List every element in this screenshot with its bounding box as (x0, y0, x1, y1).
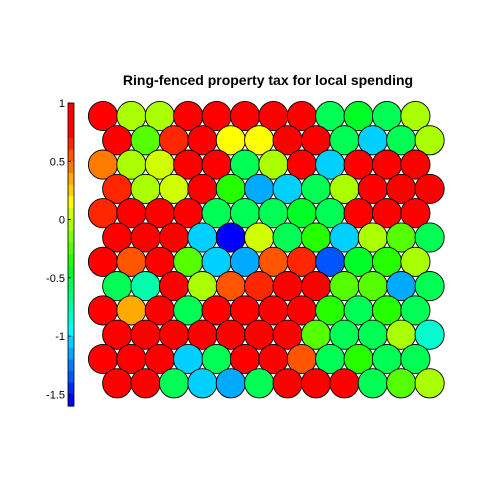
som-cell (386, 368, 417, 399)
som-cell (300, 368, 332, 399)
som-cell (414, 319, 445, 350)
colorbar-segment (68, 126, 74, 139)
colorbar-segment (68, 172, 74, 186)
som-cell (357, 368, 388, 399)
som-cell (215, 368, 246, 399)
colorbar-segment (68, 336, 74, 349)
colorbar-tick-label: -1 (55, 331, 65, 343)
som-cells (87, 100, 445, 399)
colorbar-segment (68, 324, 74, 337)
som-cell (400, 198, 431, 229)
colorbar-segment (68, 219, 74, 232)
som-cell (414, 173, 445, 204)
som-cell (414, 125, 445, 156)
som-cell (244, 368, 275, 399)
colorbar-segment (68, 149, 74, 162)
som-cell (272, 368, 303, 399)
colorbar-tick-label: 1 (59, 98, 65, 110)
colorbar-segment (68, 161, 74, 174)
colorbar-segment (68, 137, 74, 151)
colorbar-segment (68, 289, 74, 302)
som-cell (130, 368, 161, 399)
colorbar-tick-label: -1.5 (46, 389, 65, 401)
colorbar-segment (68, 312, 74, 326)
colorbar-segment (68, 347, 74, 360)
colorbar-segment (68, 359, 74, 372)
som-cell (400, 343, 431, 375)
colorbar-tick-label: 0.5 (50, 156, 65, 168)
som-cell (400, 100, 431, 132)
colorbar-segment (68, 371, 74, 384)
som-cell (400, 246, 431, 277)
chart-title: Ring-fenced property tax for local spend… (123, 72, 413, 88)
colorbar: 1 0.5 0 -0.5 -1 -1.5 (46, 98, 75, 407)
som-cell (102, 368, 133, 399)
som-cell (158, 368, 190, 399)
colorbar-segment (68, 114, 74, 127)
colorbar-segment (68, 266, 74, 279)
colorbar-segment (68, 184, 74, 197)
som-cell (414, 271, 445, 302)
som-cell (400, 149, 431, 180)
som-cell (400, 295, 431, 326)
colorbar-segment (68, 207, 74, 221)
colorbar-segment (68, 382, 74, 395)
som-cell (414, 222, 445, 253)
colorbar-tick-label: -0.5 (46, 273, 65, 285)
som-cell (329, 368, 360, 399)
colorbar-segment (68, 196, 74, 209)
colorbar-tick-label: 0 (59, 215, 65, 227)
som-cell (414, 368, 445, 399)
colorbar-segment (68, 301, 74, 314)
som-cell (187, 368, 218, 399)
colorbar-segment (68, 231, 74, 244)
colorbar-segment (68, 242, 74, 256)
colorbar-segment (68, 277, 74, 291)
colorbar-segment (68, 254, 74, 267)
colorbar-segment (68, 103, 74, 116)
colorbar-segment (68, 394, 74, 407)
